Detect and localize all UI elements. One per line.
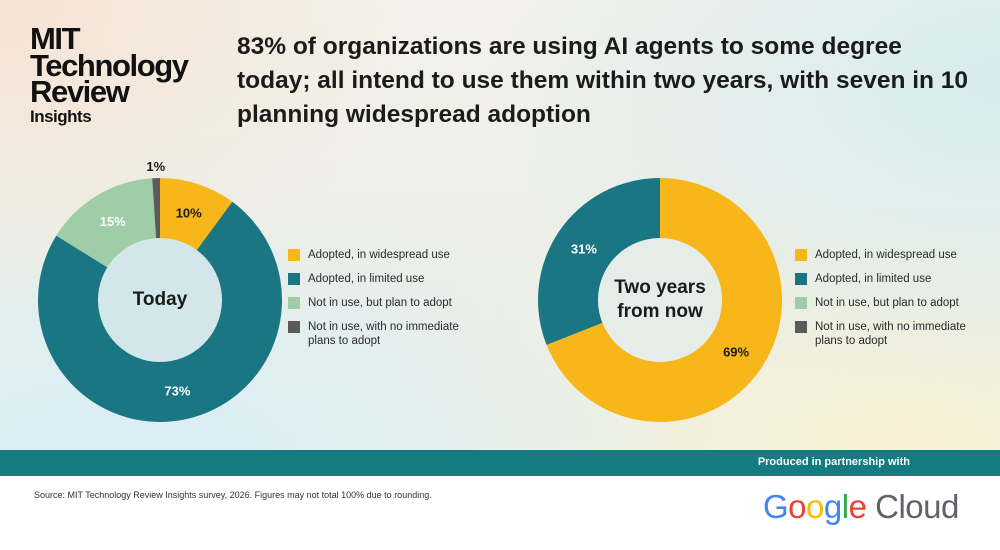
legend-label: Not in use, with no immediate plans to a… xyxy=(815,321,966,347)
google-logo-letter: e xyxy=(848,488,867,525)
donut-slice-widespread xyxy=(160,178,233,251)
donut-center-label-today: Today xyxy=(132,289,188,310)
donut-slice-limited xyxy=(37,201,283,422)
legend-item-no-plans: Not in use, with no immediate plans to a… xyxy=(795,320,985,348)
google-logo-letter: l xyxy=(841,488,849,525)
google-cloud-logo: Google Cloud xyxy=(763,488,959,526)
donut-hole xyxy=(98,238,222,362)
google-logo-letter: o xyxy=(806,488,824,525)
logo-line-1: MIT xyxy=(30,21,81,56)
donut-chart-today: 10% 73% 15% 1% xyxy=(37,159,283,422)
source-note: Source: MIT Technology Review Insights s… xyxy=(34,490,432,500)
donut-chart-two-years: 69% 31% xyxy=(538,178,782,422)
donut-value-label: 1% xyxy=(146,159,165,174)
legend-label: Adopted, in limited use xyxy=(815,273,932,285)
donut-slice-plan xyxy=(56,178,157,268)
legend-item-limited: Adopted, in limited use xyxy=(288,272,478,286)
google-logo-letter: o xyxy=(788,488,807,525)
legend-item-limited: Adopted, in limited use xyxy=(795,272,985,286)
logo-line-2: Technology xyxy=(30,47,189,83)
google-logo-cloud-word: Cloud xyxy=(866,488,959,525)
legend-swatch-limited xyxy=(795,273,807,285)
donut-hole xyxy=(598,238,722,362)
donut-value-label: 15% xyxy=(100,214,126,229)
mit-technology-review-insights-logo: MIT Technology Review Insights xyxy=(30,21,189,126)
google-logo-letter: g xyxy=(823,488,842,525)
donut-center-label-two-years: Two years from now xyxy=(614,277,706,322)
donut-value-label: 31% xyxy=(571,241,597,256)
legend-item-no-plans: Not in use, with no immediate plans to a… xyxy=(288,320,478,348)
legend-item-plan: Not in use, but plan to adopt xyxy=(795,296,985,310)
legend-label: Adopted, in widespread use xyxy=(815,249,957,261)
legend-swatch-widespread xyxy=(795,249,807,261)
logo-line-3: Review xyxy=(30,74,130,110)
donut-slice-no-plans xyxy=(152,178,160,239)
legend-two-years: Adopted, in widespread use Adopted, in l… xyxy=(795,248,985,358)
legend-swatch-widespread xyxy=(288,249,300,261)
legend-item-plan: Not in use, but plan to adopt xyxy=(288,296,478,310)
donut-slice-widespread xyxy=(546,178,782,422)
legend-today: Adopted, in widespread use Adopted, in l… xyxy=(288,248,478,358)
footer: Source: MIT Technology Review Insights s… xyxy=(0,476,1000,550)
legend-swatch-plan xyxy=(288,297,300,309)
legend-label: Not in use, but plan to adopt xyxy=(815,297,959,309)
partnership-banner: Produced in partnership with xyxy=(0,450,1000,476)
legend-swatch-limited xyxy=(288,273,300,285)
google-logo-letter: G xyxy=(763,488,789,525)
infographic-canvas: MIT Technology Review Insights 83% of or… xyxy=(0,0,1000,450)
headline: 83% of organizations are using AI agents… xyxy=(237,33,969,128)
donut-slice-limited xyxy=(538,178,660,345)
partnership-text: Produced in partnership with xyxy=(757,456,910,468)
legend-swatch-no-plans xyxy=(795,321,807,333)
donut-value-label: 73% xyxy=(164,383,190,398)
legend-item-widespread: Adopted, in widespread use xyxy=(795,248,985,262)
legend-item-widespread: Adopted, in widespread use xyxy=(288,248,478,262)
legend-swatch-plan xyxy=(795,297,807,309)
legend-label: Adopted, in widespread use xyxy=(308,249,450,261)
legend-swatch-no-plans xyxy=(288,321,300,333)
legend-label: Not in use, with no immediate plans to a… xyxy=(308,321,459,347)
legend-label: Adopted, in limited use xyxy=(308,273,425,285)
donut-value-label: 10% xyxy=(176,206,202,221)
legend-label: Not in use, but plan to adopt xyxy=(308,297,452,309)
logo-line-4: Insights xyxy=(30,106,92,126)
donut-value-label: 69% xyxy=(723,345,749,360)
